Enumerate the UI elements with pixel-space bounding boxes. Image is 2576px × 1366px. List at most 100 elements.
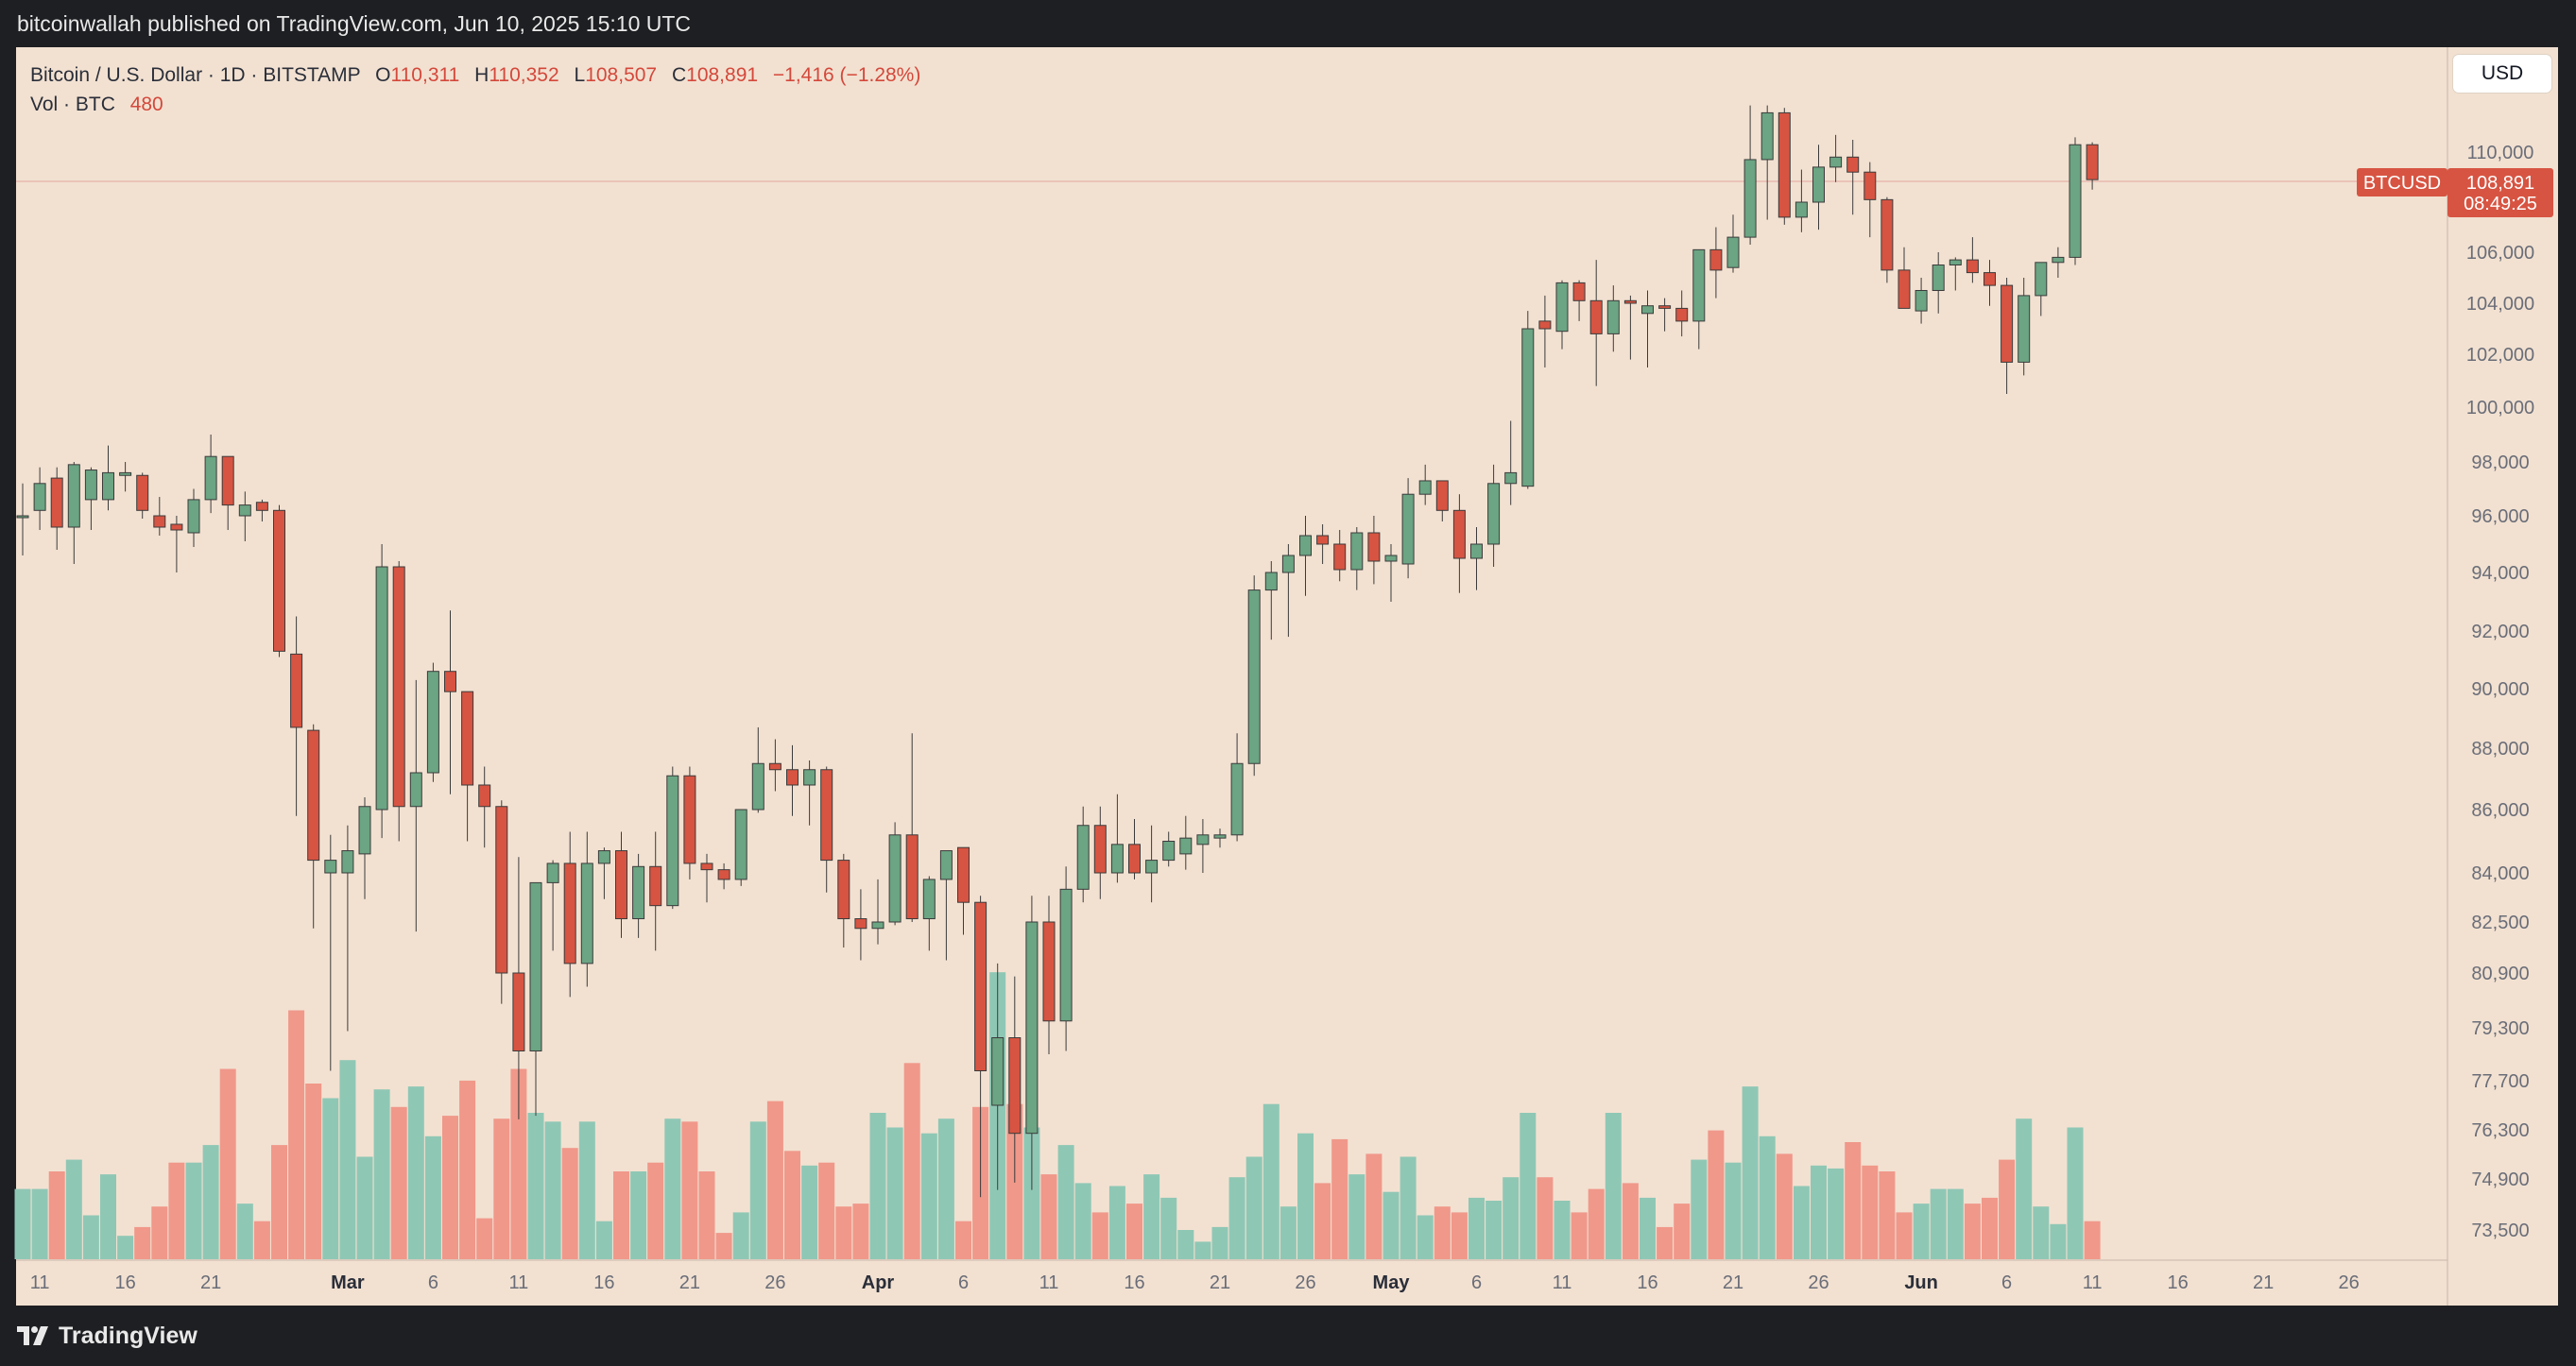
candle	[1726, 214, 1740, 273]
volume-bar	[493, 1118, 510, 1259]
candle	[786, 744, 799, 816]
candle	[187, 488, 200, 547]
volume-bar	[82, 1215, 99, 1259]
tradingview-logo-icon	[17, 1326, 48, 1345]
volume-bar	[100, 1174, 116, 1259]
time-tick-label: 16	[593, 1272, 614, 1293]
candle	[1521, 311, 1535, 489]
volume-bar	[749, 1121, 766, 1259]
legend-volume-row: Vol · BTC 480	[30, 90, 920, 119]
candle-body	[84, 470, 97, 501]
candle-body	[1760, 111, 1774, 161]
candle	[974, 896, 987, 1198]
symbol-tag-text: BTCUSD	[2363, 173, 2441, 194]
candle	[1384, 544, 1398, 602]
candle	[1658, 298, 1672, 332]
candle-body	[700, 862, 713, 871]
volume-bar	[1930, 1188, 1947, 1259]
candle-body	[16, 515, 29, 519]
candle	[871, 879, 884, 945]
candle	[905, 733, 919, 922]
candle	[546, 860, 559, 951]
candle-body	[820, 769, 833, 862]
volume-bar	[424, 1135, 441, 1259]
legend-symbol[interactable]: Bitcoin / U.S. Dollar · 1D · BITSTAMP	[30, 64, 361, 86]
volume-bar	[1091, 1212, 1108, 1259]
candle-body	[1435, 480, 1449, 511]
volume-bar	[134, 1226, 151, 1259]
candle	[1898, 247, 1911, 309]
candle-body	[1777, 111, 1791, 218]
volume-bar	[1571, 1212, 1588, 1259]
candle-body	[204, 455, 217, 501]
candle	[1179, 815, 1193, 870]
candle	[717, 862, 730, 890]
volume-bar	[766, 1101, 783, 1259]
candle	[50, 467, 63, 550]
chart-panel[interactable]	[16, 47, 2558, 1306]
candle-body	[1299, 535, 1312, 556]
price-tick-label: 106,000	[2466, 243, 2534, 264]
candle-body	[187, 499, 200, 534]
candle	[238, 491, 251, 541]
volume-bar	[1279, 1206, 1297, 1259]
candle-body	[1093, 825, 1107, 874]
candle-body	[495, 806, 508, 974]
volume-bar	[1828, 1168, 1845, 1259]
volume-bar	[1776, 1153, 1793, 1259]
candle	[324, 834, 337, 1071]
publish-bar: bitcoinwallah published on TradingView.c…	[0, 0, 2576, 47]
candle-body	[426, 671, 439, 774]
volume-bar	[1468, 1197, 1485, 1259]
volume-bar	[1896, 1212, 1913, 1259]
candle-body	[1521, 328, 1535, 487]
candle-body	[922, 879, 936, 920]
volume-bar	[613, 1171, 629, 1259]
volume-bar	[1194, 1241, 1211, 1259]
candle	[290, 616, 303, 816]
volume-bar	[1417, 1215, 1434, 1259]
volume-bar	[2050, 1223, 2067, 1259]
volume-bar	[1657, 1226, 1674, 1259]
volume-bar	[1160, 1197, 1177, 1259]
time-tick-label: 6	[428, 1272, 438, 1293]
legend-volume-label[interactable]: Vol · BTC	[30, 94, 115, 115]
volume-bar	[2033, 1206, 2050, 1259]
candle-body	[957, 846, 970, 903]
candle-body	[974, 901, 987, 1072]
time-tick-label: 11	[1553, 1272, 1572, 1293]
candle-body	[1418, 480, 1432, 495]
currency-button[interactable]: USD	[2453, 55, 2551, 93]
time-axis: 11 16 21 Mar 6 11 16 21 26 Apr 6 11 16 21 26 May 6 11 16 21…	[30, 1272, 2360, 1293]
candle-body	[1658, 305, 1672, 309]
candle	[1829, 134, 1843, 182]
legend-high-label: H	[474, 64, 489, 86]
volume-bar	[1126, 1204, 1142, 1259]
volume-bar	[852, 1204, 869, 1259]
volume-bar	[1537, 1177, 1554, 1259]
candle-body	[1555, 282, 1569, 333]
time-tick-label: 6	[958, 1272, 969, 1293]
tradingview-brand: TradingView	[59, 1322, 197, 1349]
volume-bar	[65, 1159, 82, 1259]
candle-body	[1384, 555, 1398, 562]
candle-body	[1675, 307, 1689, 322]
price-tick-label: 80,900	[2471, 964, 2529, 984]
candle	[1915, 278, 1928, 324]
candle	[33, 467, 46, 530]
volume-bar	[1211, 1226, 1228, 1259]
volume-bar	[920, 1133, 937, 1259]
candle	[1949, 257, 1962, 291]
volume-bar	[510, 1068, 527, 1259]
candle	[1333, 530, 1347, 582]
candle	[1213, 828, 1227, 848]
volume-bar	[390, 1106, 407, 1259]
tradingview-logo[interactable]: TradingView	[17, 1323, 197, 1349]
candle-body	[1367, 532, 1381, 562]
volume-bar	[322, 1098, 339, 1259]
volume-bar	[1588, 1188, 1605, 1259]
volume-bar	[630, 1171, 647, 1259]
volume-bar	[1674, 1204, 1691, 1259]
candle	[1350, 527, 1364, 590]
